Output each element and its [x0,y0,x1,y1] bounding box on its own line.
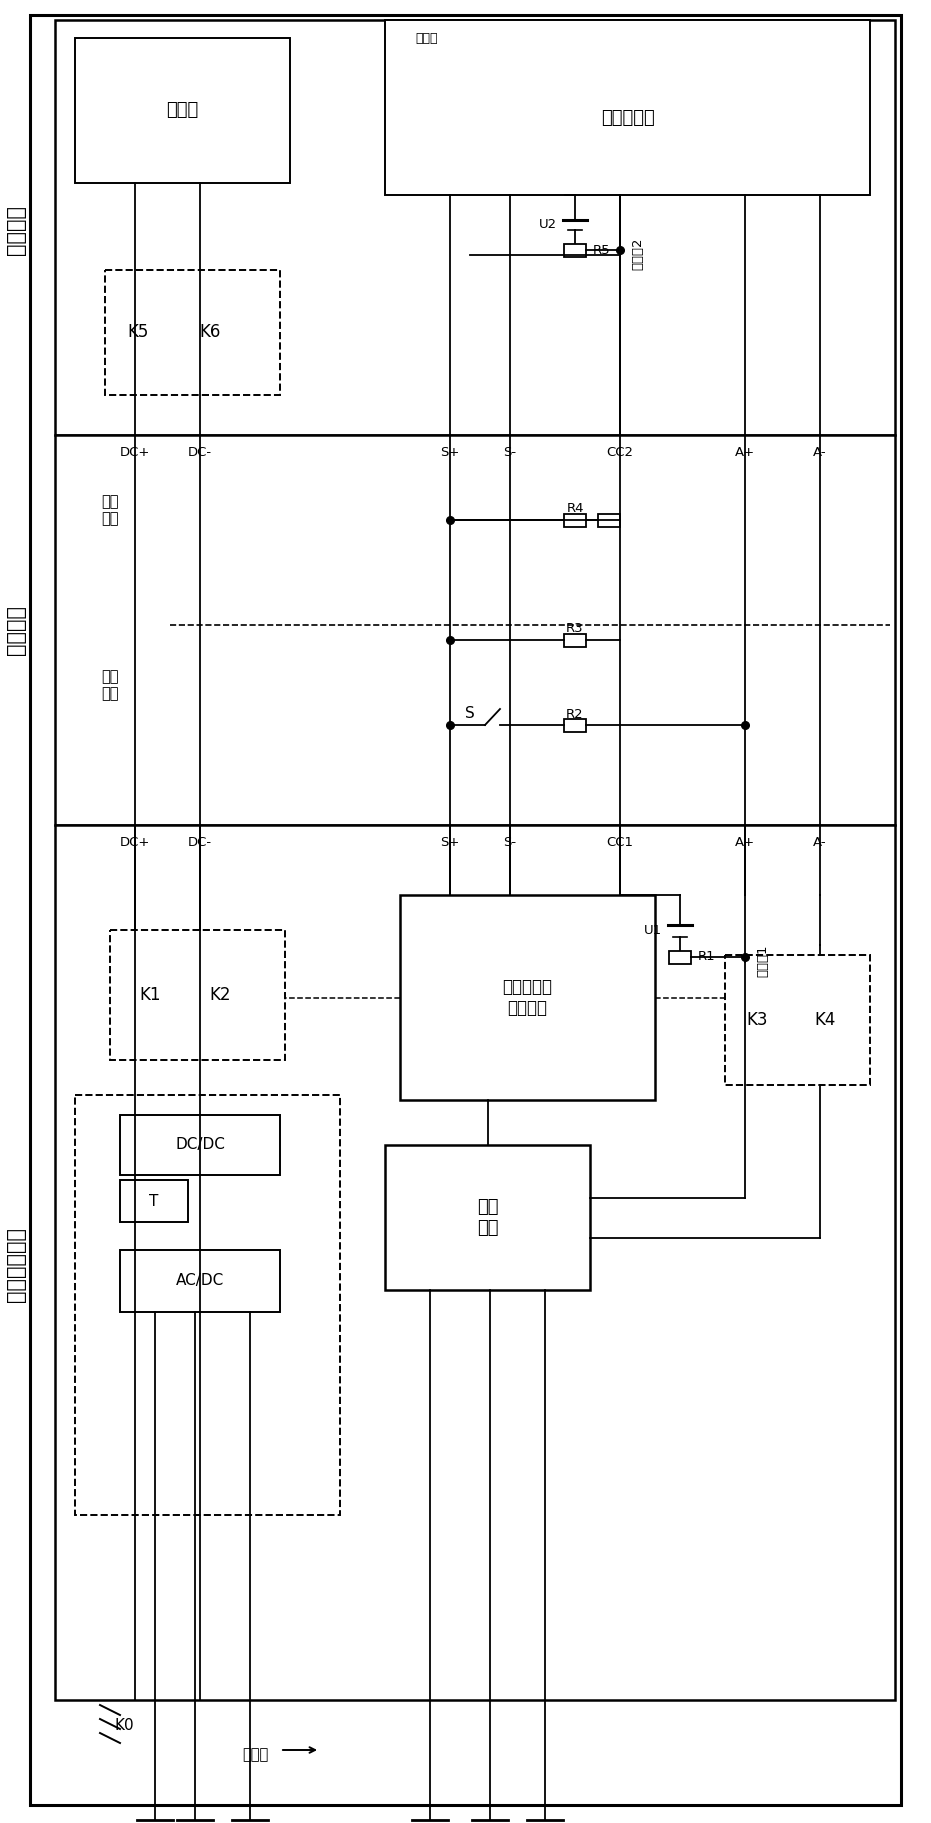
Text: R2: R2 [566,707,584,720]
Text: A-: A- [813,447,827,459]
Text: DC+: DC+ [120,837,150,850]
Text: S-: S- [504,447,517,459]
Text: DC-: DC- [188,447,212,459]
Text: DC/DC: DC/DC [175,1138,225,1152]
Text: K4: K4 [815,1012,836,1028]
Text: U2: U2 [539,219,557,232]
Text: S: S [466,707,475,722]
Text: K1: K1 [140,986,161,1004]
Bar [725,955,870,1085]
Text: T: T [149,1194,158,1209]
Bar [385,20,870,195]
Text: K0: K0 [115,1717,135,1732]
Text: K6: K6 [199,323,221,341]
Text: K2: K2 [209,986,231,1004]
Text: 非车载充电
机控制器: 非车载充电 机控制器 [503,979,552,1017]
Text: R3: R3 [566,622,584,636]
Bar [110,930,285,1059]
Text: DC-: DC- [188,837,212,850]
Text: A-: A- [813,837,827,850]
Text: 电池包: 电池包 [167,102,198,120]
Bar [75,1096,340,1515]
Bar [55,436,895,826]
Text: 检测点1: 检测点1 [757,944,770,977]
Text: AC/DC: AC/DC [176,1274,224,1289]
Text: CC1: CC1 [606,837,633,850]
Bar [105,270,280,396]
Bar [564,634,586,647]
Text: U1: U1 [644,924,662,937]
Text: CC2: CC2 [606,447,633,459]
Bar [120,1251,280,1313]
Text: R5: R5 [593,244,611,257]
Bar [400,895,655,1099]
Bar [55,20,895,436]
Text: 检测点2: 检测点2 [631,237,644,270]
Text: K3: K3 [747,1012,768,1028]
Text: 设备地: 设备地 [242,1748,268,1763]
Text: 辅助
电源: 辅助 电源 [477,1198,498,1236]
Text: 车辆控制器: 车辆控制器 [600,109,654,126]
Text: R1: R1 [698,950,716,964]
Text: 车辆
插座: 车辆 插座 [101,494,119,527]
Text: A+: A+ [735,447,755,459]
Bar [564,244,586,257]
Bar [564,718,586,731]
Bar [598,514,620,527]
Text: R4: R4 [566,503,584,516]
Text: 电动汽车: 电动汽车 [6,204,26,255]
Text: K5: K5 [128,323,149,341]
Text: 车辆接口: 车辆接口 [6,605,26,654]
Bar [75,38,290,182]
Text: 车身地: 车身地 [415,33,438,46]
Bar [55,826,895,1701]
Text: 车辆
插头: 车辆 插头 [101,669,119,702]
Bar [385,1145,590,1291]
Bar [669,950,691,964]
Text: S+: S+ [440,837,460,850]
Bar [120,1179,188,1221]
Bar [564,514,586,527]
Text: 非车载充电机: 非车载充电机 [6,1227,26,1302]
Text: A+: A+ [735,837,755,850]
Bar [120,1116,280,1176]
Text: S+: S+ [440,447,460,459]
Text: DC+: DC+ [120,447,150,459]
Text: S-: S- [504,837,517,850]
